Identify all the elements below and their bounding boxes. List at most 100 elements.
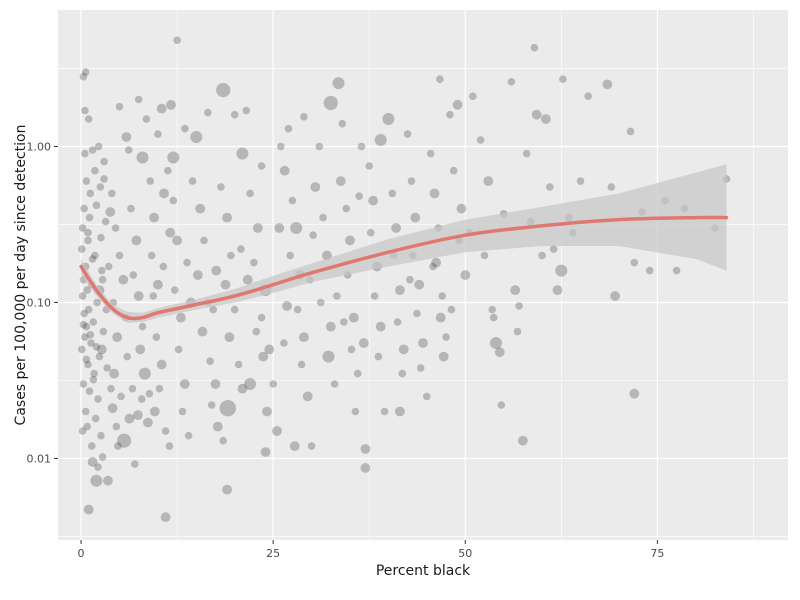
data-point bbox=[319, 213, 327, 222]
data-point bbox=[310, 182, 321, 192]
data-point bbox=[219, 400, 236, 417]
data-point bbox=[81, 106, 89, 115]
data-point bbox=[368, 195, 378, 206]
data-point bbox=[388, 189, 397, 198]
data-point bbox=[89, 375, 98, 384]
data-point bbox=[552, 285, 563, 295]
data-point bbox=[322, 350, 335, 363]
data-point bbox=[366, 228, 375, 237]
data-point bbox=[531, 109, 542, 120]
data-point bbox=[423, 392, 431, 401]
data-point bbox=[398, 344, 409, 355]
y-axis-ticks: 0.01 0.10 1.00 bbox=[27, 140, 58, 465]
data-point bbox=[237, 383, 248, 394]
data-point bbox=[97, 431, 105, 440]
data-point bbox=[332, 77, 345, 90]
data-point bbox=[323, 95, 338, 111]
data-point bbox=[429, 188, 440, 199]
data-point bbox=[242, 106, 251, 115]
data-point bbox=[555, 264, 568, 277]
data-point bbox=[219, 436, 227, 445]
data-point bbox=[115, 251, 124, 260]
data-point bbox=[286, 251, 294, 260]
data-point bbox=[282, 301, 292, 311]
data-point bbox=[338, 119, 347, 128]
data-point bbox=[317, 298, 325, 307]
data-point bbox=[107, 403, 118, 414]
data-point bbox=[98, 275, 107, 284]
data-point bbox=[380, 407, 389, 416]
data-point bbox=[82, 177, 91, 185]
data-point bbox=[353, 369, 362, 378]
data-point bbox=[355, 192, 364, 200]
smooth-trend-line bbox=[79, 215, 729, 321]
data-point bbox=[538, 251, 546, 260]
data-point bbox=[131, 460, 139, 468]
data-point bbox=[195, 203, 206, 214]
data-point bbox=[436, 75, 444, 83]
data-point bbox=[204, 108, 212, 117]
data-point bbox=[452, 99, 463, 110]
data-point bbox=[365, 162, 374, 170]
data-point bbox=[216, 83, 231, 98]
data-point bbox=[115, 102, 124, 111]
data-point bbox=[522, 149, 531, 158]
data-point bbox=[284, 124, 293, 133]
data-point bbox=[210, 379, 221, 389]
data-point bbox=[138, 322, 147, 331]
data-point bbox=[159, 262, 168, 271]
x-tick-label: 50 bbox=[458, 547, 472, 560]
data-point bbox=[280, 339, 288, 347]
data-point bbox=[92, 343, 101, 351]
data-point bbox=[315, 142, 324, 151]
data-point bbox=[340, 318, 348, 326]
data-point bbox=[117, 433, 132, 448]
data-point bbox=[105, 207, 116, 217]
data-point bbox=[227, 251, 235, 260]
data-point bbox=[188, 177, 197, 185]
data-point bbox=[155, 384, 164, 393]
data-point bbox=[98, 266, 106, 275]
data-point bbox=[124, 146, 133, 154]
data-point bbox=[307, 442, 316, 450]
data-point bbox=[510, 285, 521, 295]
data-point bbox=[100, 175, 108, 183]
data-point bbox=[147, 251, 156, 260]
data-point bbox=[607, 183, 616, 191]
data-point bbox=[258, 351, 269, 362]
data-point bbox=[212, 421, 223, 432]
data-point bbox=[112, 332, 123, 342]
confidence-band bbox=[81, 164, 727, 323]
x-tick-label: 25 bbox=[266, 547, 280, 560]
data-point bbox=[117, 392, 125, 401]
data-point bbox=[507, 78, 516, 86]
data-point bbox=[82, 355, 91, 364]
data-point bbox=[78, 224, 87, 232]
data-point bbox=[135, 344, 146, 355]
data-point bbox=[325, 321, 336, 332]
x-axis-ticks: 0 25 50 75 bbox=[78, 540, 664, 560]
data-point bbox=[262, 406, 272, 417]
data-point bbox=[133, 291, 144, 301]
data-point bbox=[100, 157, 108, 166]
data-point bbox=[149, 212, 160, 223]
data-point bbox=[497, 401, 506, 409]
data-point bbox=[449, 166, 458, 175]
data-point bbox=[222, 484, 233, 495]
data-point bbox=[490, 337, 502, 349]
data-point bbox=[279, 165, 290, 176]
y-tick-label: 0.10 bbox=[27, 296, 52, 309]
data-point bbox=[257, 162, 266, 170]
data-point bbox=[410, 212, 421, 223]
data-point bbox=[84, 236, 92, 245]
data-point bbox=[101, 217, 110, 226]
data-point bbox=[138, 395, 146, 403]
data-point bbox=[407, 177, 416, 185]
data-point bbox=[395, 285, 405, 295]
data-point bbox=[211, 265, 222, 276]
data-point bbox=[257, 313, 266, 322]
data-point bbox=[370, 292, 379, 300]
data-point bbox=[93, 298, 101, 307]
data-point bbox=[160, 512, 171, 523]
data-point bbox=[374, 352, 383, 361]
